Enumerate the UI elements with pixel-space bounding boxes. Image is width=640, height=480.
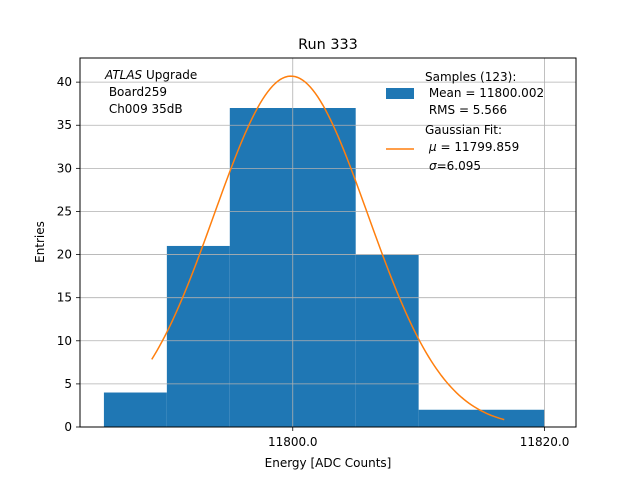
y-tick-label-3: 10 xyxy=(57,334,72,348)
legend-fit-label: Gaussian Fit: xyxy=(425,123,502,137)
legend: Samples (123): Mean = 11800.002 RMS = 5.… xyxy=(386,70,544,173)
y-tick-label-7: 30 xyxy=(57,161,72,175)
atlas-annotation: ATLAS Upgrade Board259 Ch009 35dB xyxy=(104,68,197,116)
gaussian-fit xyxy=(151,75,505,421)
x-tick-label-2: 11820.0 xyxy=(520,435,570,449)
legend-mu-text: = 11799.859 xyxy=(437,140,520,154)
y-tick-label-8: 35 xyxy=(57,118,72,132)
legend-hist-label: Samples (123): xyxy=(425,70,516,84)
legend-mu-symbol: μ xyxy=(428,140,437,154)
annotation-experiment: ATLAS xyxy=(104,68,143,82)
y-tick-label-5: 20 xyxy=(57,248,72,262)
legend-sigma-text: =6.095 xyxy=(437,159,481,173)
histogram-bar-5 xyxy=(418,409,545,427)
x-axis-label: Energy [ADC Counts] xyxy=(265,456,392,470)
legend-sigma-symbol: σ xyxy=(429,159,437,173)
y-tick-label-1: 0 xyxy=(64,420,72,434)
annotation-line-1: ATLAS Upgrade xyxy=(104,68,197,82)
histogram-bar-2 xyxy=(166,245,230,427)
plot-frame xyxy=(79,57,577,428)
legend-hist-rms: RMS = 5.566 xyxy=(425,103,507,117)
annotation-suffix: Upgrade xyxy=(142,68,197,82)
legend-fit-mu: μ = 11799.859 xyxy=(428,140,519,154)
legend-hist-swatch xyxy=(386,88,414,99)
y-axis-ticks: 0 5 10 15 20 25 30 35 40 xyxy=(57,75,80,434)
gaussian-fit-line xyxy=(151,75,505,421)
y-axis-label: Entries xyxy=(33,221,47,263)
x-axis-ticks: 11800.0 11820.0 xyxy=(268,427,569,449)
legend-fit-sigma: σ=6.095 xyxy=(429,159,481,173)
y-tick-label-2: 5 xyxy=(64,377,72,391)
histogram-bar-1 xyxy=(103,392,167,427)
grid-lines xyxy=(80,58,576,428)
y-tick-label-4: 15 xyxy=(57,291,72,305)
y-tick-label-6: 25 xyxy=(57,204,72,218)
annotation-line-3: Ch009 35dB xyxy=(105,102,183,116)
y-tick-label-9: 40 xyxy=(57,75,72,89)
x-tick-label-1: 11800.0 xyxy=(268,435,318,449)
annotation-line-2: Board259 xyxy=(105,85,167,99)
legend-hist-mean: Mean = 11800.002 xyxy=(425,86,544,100)
chart-title: Run 333 xyxy=(298,37,358,53)
